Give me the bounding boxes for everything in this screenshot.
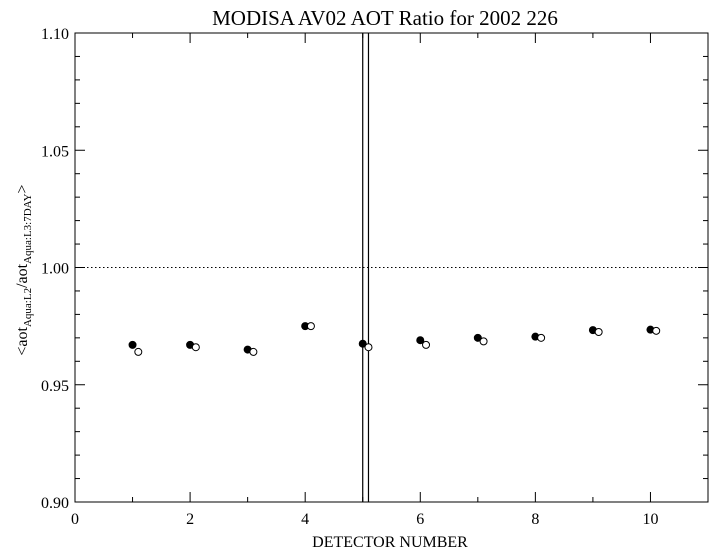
y-axis-label-part-1: <aot [14, 326, 31, 355]
y-axis-label-part-5: > [14, 184, 31, 193]
filled-point-6 [416, 336, 425, 345]
open-point-1 [134, 347, 143, 356]
ticks-layer: 0 2 4 6 8 10 0.90 0.95 1.00 1.05 1.10 [41, 26, 708, 528]
x-tick-label: 4 [301, 511, 309, 528]
open-point-2 [191, 343, 200, 352]
x-tick-label: 6 [416, 511, 424, 528]
open-point-3 [249, 347, 258, 356]
open-point-8 [537, 333, 546, 342]
y-axis-label-part-3: /aot [14, 263, 31, 288]
x-tick-label: 2 [186, 511, 194, 528]
y-tick-label: 1.00 [41, 261, 69, 278]
filled-point-1 [128, 340, 137, 349]
points-layer [128, 322, 661, 356]
open-point-10 [652, 326, 661, 335]
y-tick-label: 1.05 [41, 143, 69, 160]
y-axis-label: <aotAqua:L2/aotAqua:L3:7DAY> [14, 184, 34, 355]
x-tick-label: 10 [642, 511, 658, 528]
y-tick-label: 1.10 [41, 26, 69, 43]
grid-layer [75, 33, 708, 502]
y-axis-label-part-4: Aqua:L3:7DAY [22, 193, 34, 264]
open-point-6 [422, 340, 431, 349]
x-tick-label: 8 [531, 511, 539, 528]
filled-point-5 [358, 339, 367, 348]
x-axis-label: DETECTOR NUMBER [312, 534, 468, 551]
open-point-7 [479, 337, 488, 346]
y-tick-label: 0.95 [41, 378, 69, 395]
x-tick-label: 0 [71, 511, 79, 528]
open-point-4 [306, 322, 315, 331]
y-axis-label-part-2: Aqua:L2 [22, 288, 34, 327]
open-point-9 [594, 327, 603, 336]
y-tick-label: 0.90 [41, 495, 69, 512]
filled-point-7 [473, 333, 482, 342]
open-point-5 [364, 343, 373, 352]
chart-title: MODISA AV02 AOT Ratio for 2002 226 [212, 6, 558, 30]
